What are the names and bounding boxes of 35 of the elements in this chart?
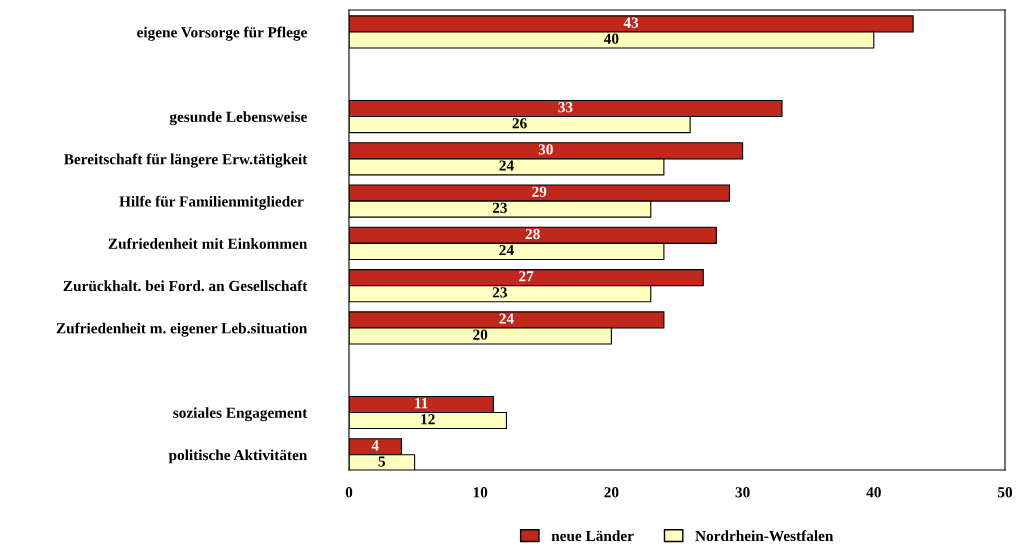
data-label: 33 [558, 102, 573, 113]
y-tick-label: Zufriedenheit m. eigener Leb.situation [56, 322, 308, 337]
x-tick-label: 40 [866, 487, 881, 498]
data-label: 23 [492, 287, 507, 298]
y-tick-label: gesunde Lebensweise [169, 111, 307, 126]
data-label: 29 [532, 186, 547, 197]
y-tick-label: politische Aktivitäten [168, 449, 308, 464]
data-label: 24 [499, 244, 514, 256]
data-label: 5 [378, 456, 386, 467]
x-tick-label: 50 [997, 487, 1013, 498]
y-tick-label: Zurückhalt. bei Ford. an Gesellschaft [63, 280, 308, 292]
y-tick-label: eigene Vorsorge für Pflege [137, 26, 307, 41]
data-label: 28 [525, 228, 540, 240]
x-tick-label: 20 [604, 487, 619, 498]
data-label: 20 [473, 329, 488, 340]
legend-label: neue Länder [551, 530, 634, 542]
data-label: 11 [415, 398, 428, 409]
y-tick-label: Bereitschaft für längere Erw.tätigkeit [64, 153, 308, 168]
data-label: 4 [371, 440, 379, 451]
data-label: 24 [499, 160, 514, 171]
data-label: 43 [623, 17, 639, 28]
data-label: 27 [519, 271, 534, 282]
data-label: 40 [603, 33, 619, 44]
y-tick-label: Hilfe für Familienmitglieder [119, 195, 304, 210]
data-label: 12 [421, 414, 435, 425]
data-label: 26 [512, 118, 527, 129]
legend-label: Nordrhein-Westfalen [695, 530, 834, 542]
data-label: 30 [538, 144, 553, 155]
x-tick-label: 30 [735, 487, 750, 498]
y-tick-label: Zufriedenheit mit Einkommen [108, 237, 308, 249]
x-tick-label: 0 [345, 487, 353, 498]
y-tick-label: soziales Engagement [173, 407, 308, 422]
x-tick-label: 10 [473, 487, 488, 498]
data-label: 24 [499, 313, 514, 324]
data-label: 23 [492, 202, 507, 213]
